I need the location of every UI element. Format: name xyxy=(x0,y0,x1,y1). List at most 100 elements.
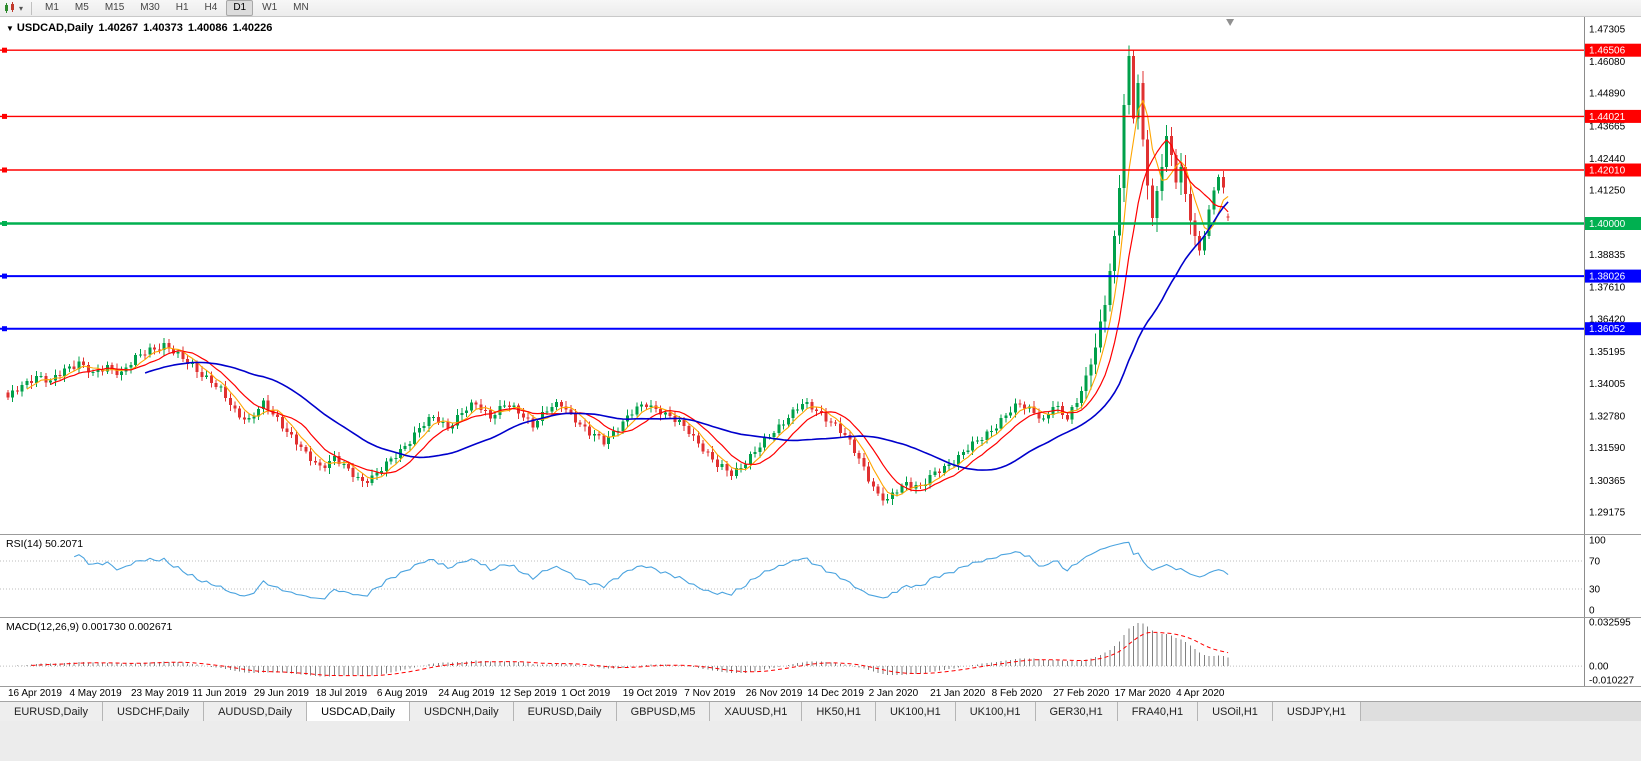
date-label: 26 Nov 2019 xyxy=(745,688,803,699)
tab-gbpusd-m5[interactable]: GBPUSD,M5 xyxy=(616,702,711,721)
pane-separator[interactable] xyxy=(0,534,1641,535)
level-line-1.44021[interactable] xyxy=(0,113,1584,119)
price-badge-1.42010: 1.42010 xyxy=(1585,163,1641,177)
date-label: 8 Feb 2020 xyxy=(991,688,1043,699)
date-label: 16 Apr 2019 xyxy=(8,688,62,699)
svg-text:1.36052: 1.36052 xyxy=(1589,324,1626,335)
macd-histogram xyxy=(17,623,1229,677)
pane-separator[interactable] xyxy=(0,617,1641,618)
chart-shift-marker[interactable] xyxy=(1226,19,1235,26)
date-label: 12 Sep 2019 xyxy=(499,688,557,699)
svg-text:1.46506: 1.46506 xyxy=(1589,46,1626,57)
price-axis-label: 1.41250 xyxy=(1589,186,1626,197)
date-label: 21 Jan 2020 xyxy=(930,688,986,699)
date-label: 7 Nov 2019 xyxy=(684,688,736,699)
ohlc-open: 1.40267 xyxy=(98,22,139,34)
tab-hk50-h1[interactable]: HK50,H1 xyxy=(802,702,876,721)
rsi-axis-label: 70 xyxy=(1589,557,1601,568)
price-axis-label: 1.34005 xyxy=(1589,379,1626,390)
price-badge-1.46506: 1.46506 xyxy=(1585,43,1641,57)
timeframe-d1-button[interactable]: D1 xyxy=(226,0,254,16)
date-label: 17 Mar 2020 xyxy=(1114,688,1171,699)
tab-usdcnh-daily[interactable]: USDCNH,Daily xyxy=(410,702,514,721)
moving-average-10 xyxy=(50,139,1229,492)
date-label: 29 Jun 2019 xyxy=(253,688,309,699)
tab-ger30-h1[interactable]: GER30,H1 xyxy=(1035,702,1118,721)
tab-usdjpy-h1[interactable]: USDJPY,H1 xyxy=(1272,702,1362,721)
chart-title-caret-icon[interactable]: ▼ xyxy=(6,24,14,33)
timeframe-h4-button[interactable]: H4 xyxy=(204,2,218,13)
moving-average-5 xyxy=(26,99,1229,497)
price-badge-1.36052: 1.36052 xyxy=(1585,322,1641,336)
price-axis-label: 1.37610 xyxy=(1589,283,1626,294)
chart-workspace: 1.47305 1.46080 1.44890 1.43665 1.42440 1.412… xyxy=(0,17,1641,761)
tab-uk100-h1[interactable]: UK100,H1 xyxy=(875,702,956,721)
rsi-line xyxy=(73,541,1229,600)
svg-text:1.42010: 1.42010 xyxy=(1589,166,1626,177)
tab-usoil-h1[interactable]: USOil,H1 xyxy=(1198,702,1273,721)
tab-xauusd-h1[interactable]: XAUUSD,H1 xyxy=(710,702,803,721)
date-label: 27 Feb 2020 xyxy=(1053,688,1110,699)
date-label: 1 Oct 2019 xyxy=(561,688,611,699)
timeframe-m15-button[interactable]: M15 xyxy=(104,2,125,13)
ohlc-low: 1.40086 xyxy=(187,22,228,34)
tab-eurusd-daily[interactable]: EURUSD,Daily xyxy=(0,702,103,721)
main-chart-canvas[interactable]: 1.47305 1.46080 1.44890 1.43665 1.42440 1.412… xyxy=(0,17,1641,534)
timeframe-mn-button[interactable]: MN xyxy=(293,2,309,13)
time-axis[interactable]: 16 Apr 2019 4 May 2019 23 May 2019 11 Jun 2… xyxy=(0,687,1641,701)
tab-eurusd-daily[interactable]: EURUSD,Daily xyxy=(513,702,617,721)
level-line-1.40000[interactable] xyxy=(0,221,1584,226)
timeframe-m30-button[interactable]: M30 xyxy=(140,2,160,13)
date-label: 23 May 2019 xyxy=(130,688,189,699)
level-line-1.36052[interactable] xyxy=(0,326,1584,332)
level-line-1.38026[interactable] xyxy=(0,273,1584,279)
tab-uk100-h1[interactable]: UK100,H1 xyxy=(955,702,1036,721)
macd-signal-line xyxy=(31,631,1229,677)
price-axis-label: 1.42440 xyxy=(1589,154,1626,165)
macd-pane[interactable]: 0.032595 0.00 -0.010227 xyxy=(0,618,1641,686)
price-axis-label: 1.44890 xyxy=(1589,89,1626,100)
level-line-1.46506[interactable] xyxy=(0,47,1584,53)
price-axis-label: 1.36420 xyxy=(1589,314,1626,325)
candles-glyph xyxy=(5,2,14,13)
macd-axis-label: 0.00 xyxy=(1589,662,1609,673)
tab-fra40-h1[interactable]: FRA40,H1 xyxy=(1117,702,1199,721)
date-label: 4 Apr 2020 xyxy=(1176,688,1225,699)
timeframe-m1-button[interactable]: M1 xyxy=(45,2,59,13)
dropdown-caret-icon[interactable]: ▾ xyxy=(19,3,24,13)
pane-separator xyxy=(0,686,1641,687)
macd-indicator-label: MACD(12,26,9) 0.001730 0.002671 xyxy=(6,621,173,633)
price-badge-1.38026: 1.38026 xyxy=(1585,269,1641,283)
moving-average-30 xyxy=(144,201,1229,471)
rsi-indicator-label: RSI(14) 50.2071 xyxy=(6,538,84,550)
candlestick-series xyxy=(6,45,1230,506)
rsi-pane[interactable]: 100 70 30 0 xyxy=(0,535,1641,617)
chart-type-icon[interactable] xyxy=(4,2,18,14)
date-label: 14 Dec 2019 xyxy=(807,688,864,699)
macd-axis-label: 0.032595 xyxy=(1589,618,1631,629)
price-axis-label: 1.43665 xyxy=(1589,121,1626,132)
price-axis-label: 1.47305 xyxy=(1589,24,1626,35)
price-axis-label: 1.35195 xyxy=(1589,347,1626,358)
timeframe-w1-button[interactable]: W1 xyxy=(262,2,278,13)
rsi-axis-label: 100 xyxy=(1589,536,1606,547)
date-label: 24 Aug 2019 xyxy=(438,688,495,699)
tab-audusd-daily[interactable]: AUDUSD,Daily xyxy=(204,702,308,721)
tab-usdchf-daily[interactable]: USDCHF,Daily xyxy=(102,702,205,721)
timeframe-h1-button[interactable]: H1 xyxy=(175,2,189,13)
price-axis-label: 1.29175 xyxy=(1589,508,1626,519)
macd-axis-label: -0.010227 xyxy=(1589,676,1634,687)
price-axis-label: 1.38835 xyxy=(1589,250,1626,261)
tab-usdcad-daily[interactable]: USDCAD,Daily xyxy=(307,702,411,721)
price-badge-1.44021: 1.44021 xyxy=(1585,109,1641,123)
price-axis-label: 1.31590 xyxy=(1589,443,1626,454)
rsi-axis-label: 30 xyxy=(1589,585,1601,596)
timeframe-buttons: M1 M5 M15 M30 H1 H4 D1 W1 MN xyxy=(37,0,317,16)
svg-text:1.38026: 1.38026 xyxy=(1589,272,1626,283)
chart-symbol-period: USDCAD,Daily xyxy=(16,22,94,34)
level-line-1.42010[interactable] xyxy=(0,167,1584,173)
date-label: 2 Jan 2020 xyxy=(868,688,919,699)
timeframe-m5-button[interactable]: M5 xyxy=(74,2,89,13)
chart-title: ▼ USDCAD,Daily 1.40267 1.40373 1.40086 1.4022… xyxy=(6,22,272,34)
